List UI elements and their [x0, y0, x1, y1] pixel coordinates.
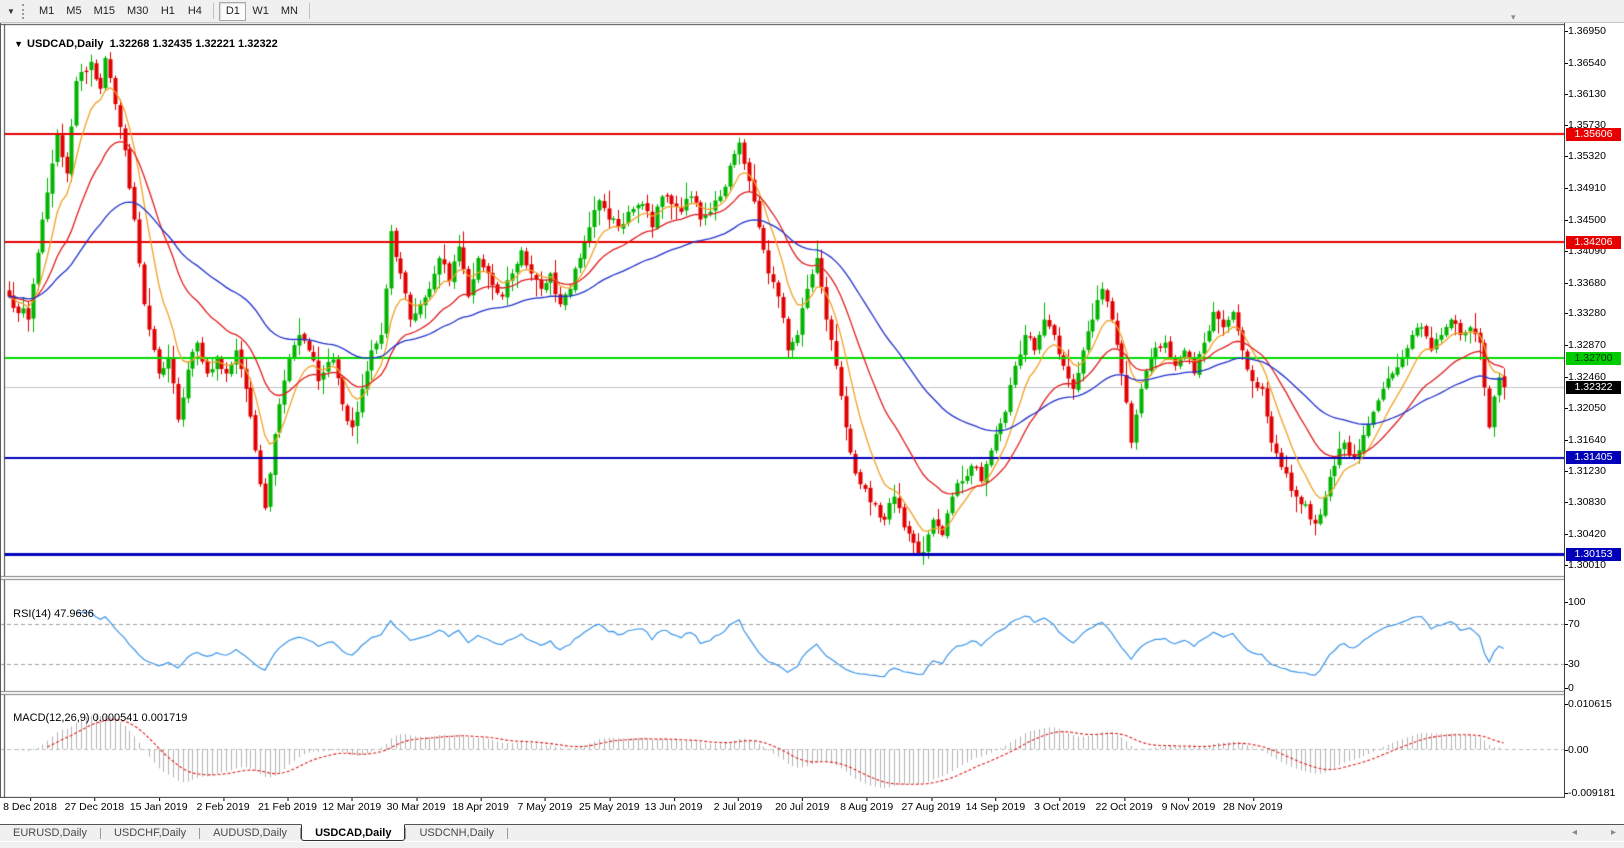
date-tick-label: 7 May 2019: [517, 798, 573, 813]
tab-divider: [405, 827, 407, 839]
macd-name: MACD(12,26,9): [13, 712, 90, 724]
price-tick-label: 1.33680: [1565, 277, 1606, 289]
date-tick-label: 25 May 2019: [578, 798, 640, 813]
rsi-value: 47.9636: [54, 608, 94, 620]
price-tick-label: 1.33280: [1565, 307, 1606, 319]
timeframe-button-m15[interactable]: M15: [93, 5, 115, 17]
rsi-tick-label: 30: [1565, 658, 1580, 670]
price-tick-label: 1.30420: [1565, 528, 1606, 540]
timeframe-button-w1[interactable]: W1: [252, 5, 269, 17]
date-tick-label: 20 Jul 2019: [775, 798, 830, 813]
tab-scroll-left-icon[interactable]: ◂: [1572, 827, 1578, 838]
tab-divider: [300, 827, 302, 839]
macd-values: 0.000541 0.001719: [92, 712, 188, 724]
chart-title-arrow-icon[interactable]: ▼: [14, 39, 24, 49]
rsi-tick-label: 100: [1565, 596, 1586, 608]
chart-symbol-label: USDCAD,Daily: [27, 38, 104, 50]
price-tick-label: 1.34500: [1565, 214, 1606, 226]
time-axis[interactable]: 8 Dec 2018 27 Dec 2018 15 Jan 2019 2 Feb 20…: [0, 798, 1564, 824]
price-axis[interactable]: 1.36950 1.36540 1.36130 1.35730 1.35320 1.349…: [1564, 23, 1624, 799]
timeframe-button-m5[interactable]: M5: [66, 5, 82, 17]
price-line-badge: 1.32700: [1566, 351, 1621, 365]
price-line-badge: 1.34206: [1566, 235, 1621, 249]
date-tick-label: 9 Nov 2019: [1161, 798, 1216, 813]
date-tick-label: 8 Dec 2018: [3, 798, 57, 813]
date-tick-label: 21 Feb 2019: [257, 798, 317, 813]
timeframe-button-d1[interactable]: D1: [219, 1, 247, 21]
price-tick-label: 1.36130: [1565, 88, 1606, 100]
rsi-name: RSI(14): [13, 608, 52, 620]
price-tick-label: 1.35320: [1565, 150, 1606, 162]
price-tick-label: 1.36950: [1565, 25, 1606, 37]
chart-tab-usdcad[interactable]: USDCAD,Daily: [301, 824, 406, 841]
date-tick-label: 30 Mar 2019: [386, 798, 446, 813]
timeframe-button-m30[interactable]: M30: [126, 5, 149, 17]
date-tick-label: 2 Jul 2019: [713, 798, 763, 813]
scroll-end-icon[interactable]: ▾: [1511, 12, 1516, 22]
chart-tab-usdcnh[interactable]: USDCNH,Daily: [419, 827, 495, 839]
timeframe-button-mn[interactable]: MN: [280, 5, 298, 17]
macd-indicator-label: MACD(12,26,9) 0.000541 0.001719: [7, 700, 187, 724]
timeframe-button-h4[interactable]: H4: [187, 5, 202, 17]
price-tick-label: 1.31230: [1565, 465, 1606, 477]
chart-tab-bar: EURUSD,Daily USDCHF,Daily AUDUSD,Daily USDC…: [0, 824, 1624, 841]
macd-tick-label: 0.010615: [1565, 698, 1612, 710]
price-tick-label: 1.32870: [1565, 339, 1606, 351]
chart-ohlc-values: 1.32268 1.32435 1.32221 1.32322: [109, 38, 278, 50]
price-tick-label: 1.30830: [1565, 496, 1606, 508]
price-line-badge: 1.31405: [1566, 451, 1621, 465]
date-tick-label: 12 Mar 2019: [322, 798, 382, 813]
price-tick-label: 1.32050: [1565, 402, 1606, 414]
price-tick-label: 1.31640: [1565, 434, 1606, 446]
date-tick-label: 27 Dec 2018: [64, 798, 125, 813]
date-tick-label: 14 Sep 2019: [965, 798, 1026, 813]
chart-tab-eurusd[interactable]: EURUSD,Daily: [13, 827, 87, 839]
date-tick-label: 2 Feb 2019: [196, 798, 250, 813]
price-tick-label: 1.36540: [1565, 57, 1606, 69]
price-tick-label: 1.32460: [1565, 371, 1606, 383]
price-chart-canvas[interactable]: [0, 23, 1564, 798]
timeframe-button-h1[interactable]: H1: [160, 5, 175, 17]
window-left-border: [0, 23, 1, 824]
date-tick-label: 13 Jun 2019: [644, 798, 703, 813]
chart-tab-audusd[interactable]: AUDUSD,Daily: [213, 827, 288, 839]
macd-tick-label: 0.00: [1564, 744, 1589, 756]
timeframe-button-m1[interactable]: M1: [39, 5, 55, 17]
date-tick-label: 18 Apr 2019: [452, 798, 509, 813]
toolbar-separator: [308, 3, 310, 19]
chart-tab-usdchf[interactable]: USDCHF,Daily: [113, 827, 187, 839]
macd-tick-label: -0.009181: [1564, 787, 1616, 799]
price-line-badge: 1.35606: [1566, 127, 1621, 141]
timeframe-toolbar: ▼ M1 M5 M15 M30 H1 H4 D1 W1 MN: [0, 0, 1624, 23]
tab-divider: [507, 827, 509, 839]
toolbar-separator: [213, 3, 215, 19]
toolbar-grip[interactable]: [22, 3, 27, 19]
price-line-badge: 1.30153: [1566, 547, 1621, 561]
chart-title: ▼ USDCAD,Daily 1.32268 1.32435 1.32221 1.…: [8, 26, 278, 50]
tab-divider: [99, 827, 101, 839]
rsi-tick-label: 0: [1565, 682, 1574, 694]
status-bar: [0, 841, 1624, 848]
date-tick-label: 27 Aug 2019: [901, 798, 961, 813]
date-tick-label: 3 Oct 2019: [1034, 798, 1086, 813]
date-tick-label: 15 Jan 2019: [129, 798, 188, 813]
tab-scroll-right-icon[interactable]: ▸: [1610, 827, 1616, 838]
date-tick-label: 22 Oct 2019: [1095, 798, 1153, 813]
price-tick-label: 1.34910: [1565, 182, 1606, 194]
price-tick-label: 1.30010: [1565, 559, 1606, 571]
rsi-indicator-label: RSI(14) 47.9636: [7, 596, 94, 620]
rsi-tick-label: 70: [1565, 618, 1580, 630]
tab-divider: [199, 827, 201, 839]
chart-dropdown-icon[interactable]: ▼: [7, 6, 15, 16]
date-tick-label: 28 Nov 2019: [1223, 798, 1283, 813]
date-tick-label: 8 Aug 2019: [840, 798, 894, 813]
current-price-badge: 1.32322: [1566, 380, 1621, 394]
